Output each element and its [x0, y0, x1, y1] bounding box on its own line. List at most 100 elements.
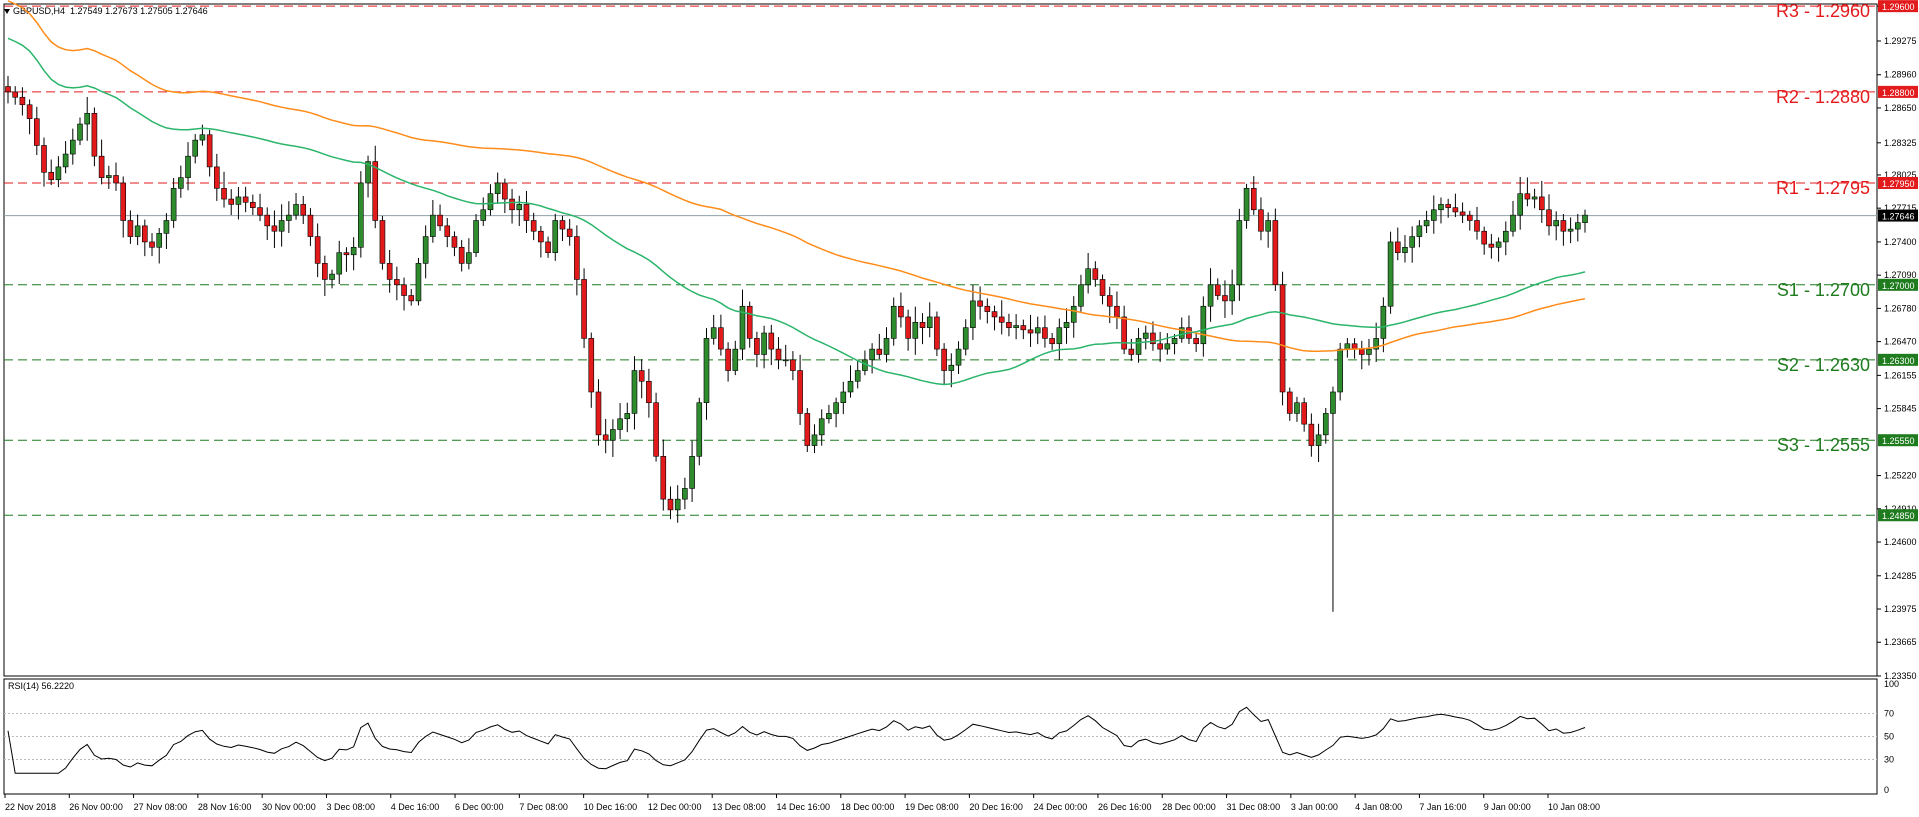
- candle-body: [34, 118, 40, 146]
- candle-body: [725, 348, 731, 371]
- candle-body: [509, 198, 515, 211]
- candle-body: [782, 359, 789, 362]
- candle-body: [833, 402, 839, 414]
- candle-body: [667, 498, 674, 511]
- candle-body: [458, 246, 465, 264]
- candle-body: [221, 188, 227, 200]
- rsi-tick-label: 100: [1884, 679, 1899, 689]
- candle-body: [1142, 332, 1149, 339]
- candle-body: [682, 488, 688, 500]
- candle-body: [451, 236, 458, 248]
- candle-body: [775, 348, 782, 361]
- candle-body: [1020, 325, 1027, 331]
- candle-body: [401, 284, 407, 296]
- level-price-tag-text: 1.27000: [1882, 281, 1915, 291]
- candle-body: [1394, 241, 1401, 253]
- candle-body: [1330, 391, 1336, 414]
- y-tick-label: 1.29275: [1884, 36, 1917, 46]
- y-tick-label: 1.26470: [1884, 337, 1917, 347]
- x-tick-label: 9 Jan 00:00: [1484, 802, 1531, 812]
- candle-body: [394, 279, 400, 286]
- candle-body: [278, 220, 285, 232]
- candle-body: [1560, 220, 1567, 232]
- candle-body: [710, 327, 717, 339]
- x-tick-label: 27 Nov 08:00: [134, 802, 188, 812]
- candle-body: [70, 139, 76, 155]
- candle-body: [1474, 220, 1480, 232]
- candle-body: [754, 338, 760, 355]
- candle-body: [574, 236, 580, 280]
- candle-body: [1445, 204, 1451, 208]
- rsi-header: RSI(14) 56.2220: [8, 681, 75, 691]
- level-price-tag: [1878, 353, 1918, 366]
- level-price-tag-text: 1.24850: [1882, 511, 1915, 521]
- candle-body: [1546, 209, 1552, 227]
- candle-body: [732, 348, 739, 371]
- x-tick-label: 20 Dec 16:00: [969, 802, 1023, 812]
- candle-body: [955, 348, 962, 366]
- candle-body: [991, 311, 998, 318]
- candle-body: [696, 402, 703, 457]
- y-tick-label: 1.26155: [1884, 370, 1917, 380]
- candle-body: [163, 220, 170, 234]
- level-price-tag: [1878, 0, 1918, 13]
- candle-body: [804, 413, 811, 446]
- candle-body: [422, 236, 429, 264]
- candle-body: [768, 332, 775, 350]
- candle-body: [1099, 279, 1106, 296]
- candle-body: [739, 305, 746, 350]
- y-tick-label: 1.24910: [1884, 504, 1917, 514]
- candle-body: [12, 91, 19, 98]
- candle-body: [466, 252, 472, 264]
- rsi-tick-label: 0: [1884, 785, 1889, 795]
- level-price-tag-text: 1.25550: [1882, 436, 1915, 446]
- candle-body: [1574, 222, 1581, 230]
- candle-body: [91, 113, 98, 157]
- moving-average-fast-line: [7, 37, 1586, 386]
- candle-body: [1229, 284, 1235, 302]
- candle-body: [84, 113, 91, 125]
- x-tick-label: 28 Dec 00:00: [1162, 802, 1216, 812]
- rsi-tick-label: 70: [1884, 709, 1894, 719]
- candle-body: [26, 104, 33, 119]
- candle-body: [1092, 268, 1099, 280]
- candle-body: [1466, 214, 1473, 221]
- candle-body: [127, 220, 134, 237]
- level-price-tag-text: 1.28800: [1882, 88, 1915, 98]
- candle-body: [170, 188, 177, 221]
- candle-body: [610, 429, 616, 441]
- candle-body: [350, 246, 357, 256]
- y-tick-label: 1.27715: [1884, 203, 1917, 213]
- candle-body: [1553, 220, 1559, 227]
- y-tick-label: 1.28025: [1884, 170, 1917, 180]
- x-tick-label: 18 Dec 00:00: [841, 802, 895, 812]
- y-tick-label: 1.23665: [1884, 637, 1917, 647]
- y-tick-label: 1.26780: [1884, 303, 1917, 313]
- candle-body: [5, 86, 11, 93]
- candle-body: [962, 327, 969, 350]
- candle-body: [1070, 305, 1077, 323]
- candle-body: [1013, 325, 1019, 328]
- candle-body: [55, 166, 62, 181]
- candle-body: [1207, 284, 1214, 307]
- level-price-tag: [1878, 85, 1918, 98]
- candle-body: [998, 316, 1005, 323]
- candle-body: [617, 418, 623, 430]
- y-tick-label: 1.24285: [1884, 571, 1917, 581]
- x-tick-label: 3 Jan 00:00: [1291, 802, 1338, 812]
- candle-body: [1258, 209, 1264, 232]
- candle-body: [934, 316, 940, 350]
- candle-body: [703, 338, 710, 403]
- candle-body: [149, 241, 155, 248]
- candle-body: [473, 220, 479, 253]
- candle-body: [1006, 322, 1012, 328]
- dropdown-triangle-icon[interactable]: [4, 9, 10, 15]
- candle-body: [602, 434, 609, 441]
- candle-body: [1042, 327, 1048, 339]
- candle-body: [502, 182, 508, 200]
- candle-body: [1481, 230, 1487, 245]
- candle-body: [1387, 241, 1394, 307]
- candle-body: [48, 171, 55, 181]
- x-tick-label: 12 Dec 00:00: [648, 802, 702, 812]
